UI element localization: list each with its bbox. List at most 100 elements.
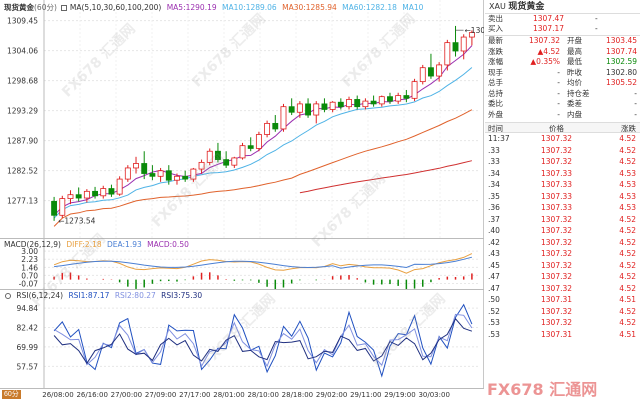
macd-tick-label: 1.46 (21, 263, 38, 272)
rsi-params: RSI(6,12,24) (16, 291, 64, 300)
macd-value: MACD:0.50 (147, 240, 189, 249)
tick-time: .43 (488, 249, 500, 258)
tick-time: .33 (488, 145, 500, 155)
candle-body (280, 106, 287, 130)
kline-chart[interactable]: 1309.45 1304.06 1298.68 1293.29 1287.90 1282.… (0, 0, 484, 238)
candle-body (370, 100, 377, 105)
candle-body (206, 150, 213, 163)
buy-label: 买入 (488, 24, 503, 33)
tick-time: .36 (488, 203, 500, 212)
tick-price: 1307.32 (541, 318, 573, 327)
stat-value: 1305.52 (605, 78, 637, 87)
candle-body (321, 103, 328, 110)
tick-change: 4.51 (619, 329, 636, 339)
candle-body (296, 103, 303, 113)
tick-change: 4.52 (619, 134, 636, 143)
candle-body (108, 188, 115, 195)
stat-value: 1307.74 (605, 46, 637, 56)
tick-row: .50 1307.31 4.51 (485, 294, 640, 306)
macd-tick-label: -0.07 (19, 280, 39, 289)
fx678-logo: FX678 汇通网 (487, 380, 598, 399)
candle-body (124, 167, 131, 180)
stat-value: ▲0.35% (530, 57, 560, 66)
stat-label: 最高 (567, 46, 582, 56)
rsi3-value: RSI3:75.30 (161, 291, 203, 300)
tick-change: 4.52 (619, 318, 636, 327)
rsi-checkbox[interactable] (5, 293, 11, 299)
candle-body (378, 96, 385, 105)
ticks-header: 时间 价格 涨跌 (485, 122, 640, 133)
candle-body (83, 190, 90, 199)
tick-change: 4.52 (619, 226, 636, 235)
ma-checkbox[interactable] (60, 5, 67, 11)
time-label: 26/16:00 (76, 391, 108, 399)
rsi-panel[interactable]: RSI(6,12,24) RSI1:87.17 RSI2:80.27 RSI3:… (0, 289, 484, 389)
rsi-tick-label: 82.42 (17, 323, 39, 332)
stat-value: - (557, 109, 560, 119)
stat-value: ▲4.52 (537, 46, 560, 56)
candle-body (165, 170, 172, 181)
y-tick-label: 1277.13 (7, 197, 38, 206)
stat-label: 委差 (567, 99, 582, 108)
macd-chart[interactable]: 3.002.231.460.70-0.07 (0, 239, 484, 290)
period-button[interactable]: 60分 (2, 390, 21, 399)
tick-price: 1307.32 (541, 214, 573, 224)
y-tick-label: 1282.52 (7, 167, 38, 176)
candle-body (149, 173, 156, 177)
time-axis: 60分 26/08:00 26/16:00 27/00:00 27/09:00 27/1… (0, 388, 484, 400)
ticks-header-time: 时间 (488, 124, 503, 133)
ma100-value: MA10 (402, 3, 424, 12)
tick-price: 1307.32 (541, 249, 573, 258)
time-label: 29/19:00 (384, 391, 416, 399)
candle-body (223, 159, 230, 166)
main-kline-panel[interactable]: 现货黄金(60分) MA(5,10,30,60,100,200) MA5:1290… (0, 0, 484, 238)
tick-row: .40 1307.32 4.52 (485, 225, 640, 237)
tick-price: 1307.31 (541, 329, 573, 339)
stat-row: 涨幅 ▲0.35% 最低 1302.59 (485, 57, 640, 68)
macd-diff-value: DIFF:2.18 (66, 240, 102, 249)
tick-row: .35 1307.33 4.53 (485, 191, 640, 203)
macd-diff-line (53, 253, 473, 274)
tick-change: 4.52 (619, 214, 636, 224)
stat-value: 1303.45 (605, 36, 637, 45)
y-tick-label: 1287.90 (7, 137, 38, 146)
candle-body (116, 178, 123, 195)
sell-row: 卖出 1307.47 - (485, 14, 640, 24)
tick-change: 4.53 (619, 191, 636, 201)
candle-body (190, 168, 197, 180)
rsi-chart[interactable]: 94.84 82.42 69.99 57.57 (0, 290, 484, 389)
stat-row: 涨跌 ▲4.52 最高 1307.74 (485, 47, 640, 58)
candle-body (264, 122, 271, 135)
time-label: 28/01:00 (213, 391, 245, 399)
ma5-line (53, 45, 473, 216)
stat-value: 1302.59 (605, 57, 637, 66)
macd-panel[interactable]: MACD(26,12,9) DIFF:2.18 DEA:1.93 MACD:0.… (0, 238, 484, 290)
time-label: 26/08:00 (42, 391, 74, 399)
candle-body (182, 175, 189, 180)
candle-body (403, 95, 410, 99)
candle-body (468, 32, 475, 38)
symbol-code: XAU (489, 2, 506, 11)
stat-value: 1302.80 (605, 67, 637, 77)
chart-area[interactable]: 现货黄金(60分) MA(5,10,30,60,100,200) MA5:1290… (0, 0, 484, 400)
stat-label: 昨收 (567, 67, 582, 77)
candle-body (272, 122, 279, 130)
rsi-legend: RSI(6,12,24) RSI1:87.17 RSI2:80.27 RSI3:… (4, 291, 205, 300)
ma30-line (53, 109, 473, 227)
sell-value: 1307.47 (533, 14, 565, 23)
tick-price: 1307.33 (541, 191, 573, 201)
macd-legend: MACD(26,12,9) DIFF:2.18 DEA:1.93 MACD:0.… (4, 240, 192, 249)
rsi-tick-label: 94.84 (17, 304, 39, 313)
tick-price: 1307.33 (541, 203, 573, 212)
tick-change: 4.52 (619, 283, 636, 293)
tick-price: 1307.31 (541, 295, 573, 304)
candle-body (157, 170, 164, 177)
stat-value: - (557, 88, 560, 98)
candle-body (452, 42, 459, 52)
tick-change: 4.53 (619, 168, 636, 178)
tick-time: .35 (488, 191, 500, 201)
y-tick-label: 1309.45 (7, 17, 38, 26)
stat-label: 均价 (567, 78, 582, 87)
tick-list[interactable]: 11:37 1307.32 4.52 .33 1307.32 4.52 .33 1307.32… (485, 133, 640, 340)
rsi-tick-label: 57.57 (17, 362, 39, 371)
